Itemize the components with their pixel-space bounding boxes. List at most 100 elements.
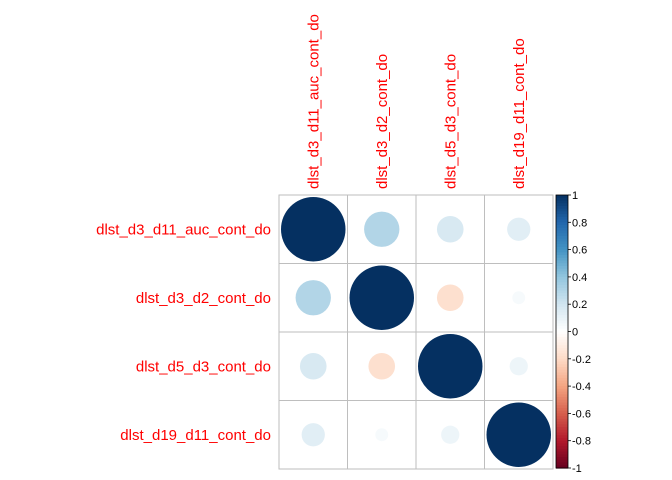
correlation-circle [349, 265, 414, 330]
colorbar-segment [556, 380, 568, 384]
colorbar-segment [556, 320, 568, 324]
colorbar-segment [556, 451, 568, 455]
colorbar-segment [556, 437, 568, 442]
colorbar-tick-label: -0.6 [572, 408, 591, 420]
colorbar-segment [556, 454, 568, 458]
colorbar-segment [556, 233, 568, 237]
colorbar-segment [556, 435, 568, 439]
colorbar-segment [556, 465, 568, 469]
colorbar-tick-label: -0.8 [572, 436, 591, 448]
colorbar-tick-label: 0.4 [572, 272, 587, 284]
colorbar-segment [556, 230, 568, 234]
colorbar-segment [556, 279, 568, 283]
row-label: dlst_d19_d11_cont_do [120, 427, 271, 444]
colorbar-segment [556, 276, 568, 281]
row-label: dlst_d3_d11_auc_cont_do [96, 221, 271, 238]
colorbar-segment [556, 429, 568, 434]
colorbar-segment [556, 227, 568, 232]
colorbar-segment [556, 386, 568, 390]
colorbar-tick-label: -1 [572, 463, 582, 475]
colorbar-segment [556, 298, 568, 303]
correlation-circle [441, 425, 460, 444]
colorbar-segment [556, 366, 568, 371]
colorbar-segment [556, 336, 568, 341]
colorbar-segment [556, 219, 568, 223]
colorbar-segment [556, 424, 568, 428]
correlation-circle [364, 211, 400, 247]
colorbar-segment [556, 331, 568, 335]
colorbar-segment [556, 285, 568, 289]
correlation-circle [368, 352, 396, 380]
colorbar-segment [556, 443, 568, 447]
colorbar-segment [556, 246, 568, 251]
correlation-circle [507, 217, 531, 241]
colorbar-segment [556, 252, 568, 256]
colorbar-segment [556, 372, 568, 376]
colorbar-segment [556, 375, 568, 379]
matrix-cell [484, 263, 554, 333]
colorbar-segment [556, 225, 568, 229]
colorbar-segment [556, 317, 568, 322]
colorbar-segment [556, 306, 568, 311]
colorbar-segment [556, 249, 568, 253]
colorbar-segment [556, 309, 568, 313]
colorbar-segment [556, 391, 568, 395]
colorbar-segment [556, 448, 568, 453]
colorbar-segment [556, 260, 568, 264]
colorbar-segment [556, 304, 568, 308]
colorbar-segment [556, 383, 568, 387]
colorbar-segment [556, 427, 568, 431]
row-label: dlst_d3_d2_cont_do [136, 290, 271, 307]
colorbar-tick-label: 0.6 [572, 245, 587, 257]
colorbar-segment [556, 195, 568, 199]
matrix-cell [347, 400, 417, 470]
colorbar-segment [556, 200, 568, 204]
colorbar-segment [556, 274, 568, 278]
colorbar-segment [556, 208, 568, 212]
colorbar-segment [556, 410, 568, 414]
colorbar-segment [556, 358, 568, 363]
correlation-circle [436, 284, 464, 312]
colorbar-segment [556, 257, 568, 262]
column-label: dlst_d3_d11_auc_cont_do [305, 14, 322, 189]
colorbar-tick-label: 0.2 [572, 299, 587, 311]
colorbar-segment [556, 364, 568, 368]
colorbar-segment [556, 197, 568, 202]
colorbar-segment [556, 211, 568, 215]
colorbar-segment [556, 440, 568, 445]
colorbar-segment [556, 402, 568, 406]
colorbar-segment [556, 462, 568, 466]
colorbar-segment [556, 339, 568, 344]
correlation-circle [512, 291, 526, 305]
color-legend: 1 0.8 0.6 0.4 0.2 0 -0.2 -0.4 -0.6 -0.8 -1 [555, 190, 591, 475]
colorbar-segment [556, 361, 568, 365]
colorbar-segment [556, 459, 568, 464]
correlation-circle [418, 334, 483, 399]
correlation-circle [301, 423, 325, 447]
colorbar-segment [556, 413, 568, 417]
colorbar-segment [556, 265, 568, 270]
colorbar-segment [556, 271, 568, 275]
colorbar-segment [556, 315, 568, 319]
colorbar-segment [556, 418, 568, 423]
colorbar-segment [556, 350, 568, 354]
column-labels: dlst_d3_d11_auc_cont_do dlst_d3_d2_cont_d… [305, 14, 528, 189]
colorbar-segment [556, 394, 568, 398]
column-label: dlst_d19_d11_cont_do [511, 38, 528, 189]
colorbar-tick-label: -0.2 [572, 354, 591, 366]
colorbar-segment [556, 345, 568, 349]
colorbar-segment [556, 287, 568, 292]
colorbar-segment [556, 323, 568, 327]
colorbar-segment [556, 326, 568, 330]
colorbar-segment [556, 388, 568, 393]
colorbar-segment [556, 255, 568, 259]
row-label: dlst_d5_d3_cont_do [136, 358, 271, 375]
colorbar-segment [556, 347, 568, 352]
colorbar-segment [556, 244, 568, 248]
colorbar-tick-label: -0.4 [572, 381, 591, 393]
colorbar-segment [556, 356, 568, 360]
correlation-circle [375, 428, 389, 442]
colorbar-segment [556, 342, 568, 346]
colorbar-segment [556, 293, 568, 297]
colorbar-segment [556, 235, 568, 240]
